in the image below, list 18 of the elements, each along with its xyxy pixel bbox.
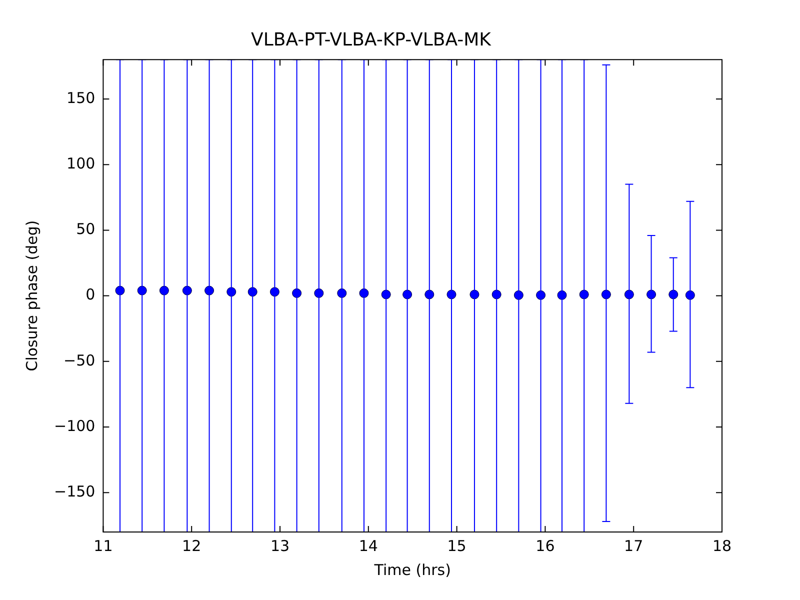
x-tick-label: 12 <box>182 536 202 555</box>
y-axis-title: Closure phase (deg) <box>22 220 41 372</box>
y-tick-label: 100 <box>66 154 96 172</box>
x-tick-label: 18 <box>712 536 732 555</box>
chart-title: VLBA-PT-VLBA-KP-VLBA-MK <box>251 29 492 50</box>
y-tick-label: −100 <box>54 416 96 435</box>
x-tick-label: 16 <box>536 536 555 555</box>
x-tick-label: 14 <box>358 536 378 555</box>
y-tick-label: 50 <box>76 220 96 238</box>
x-tick-label: 15 <box>447 536 466 555</box>
y-tick-label: 150 <box>66 88 96 107</box>
y-tick-label: 0 <box>86 286 96 304</box>
y-tick-label: −150 <box>54 482 96 501</box>
x-axis-title: Time (hrs) <box>373 560 451 579</box>
x-tick-label: 17 <box>624 536 644 555</box>
x-tick-label: 13 <box>270 536 290 555</box>
y-tick-label: −50 <box>64 351 96 370</box>
x-tick-label: 11 <box>94 536 113 555</box>
